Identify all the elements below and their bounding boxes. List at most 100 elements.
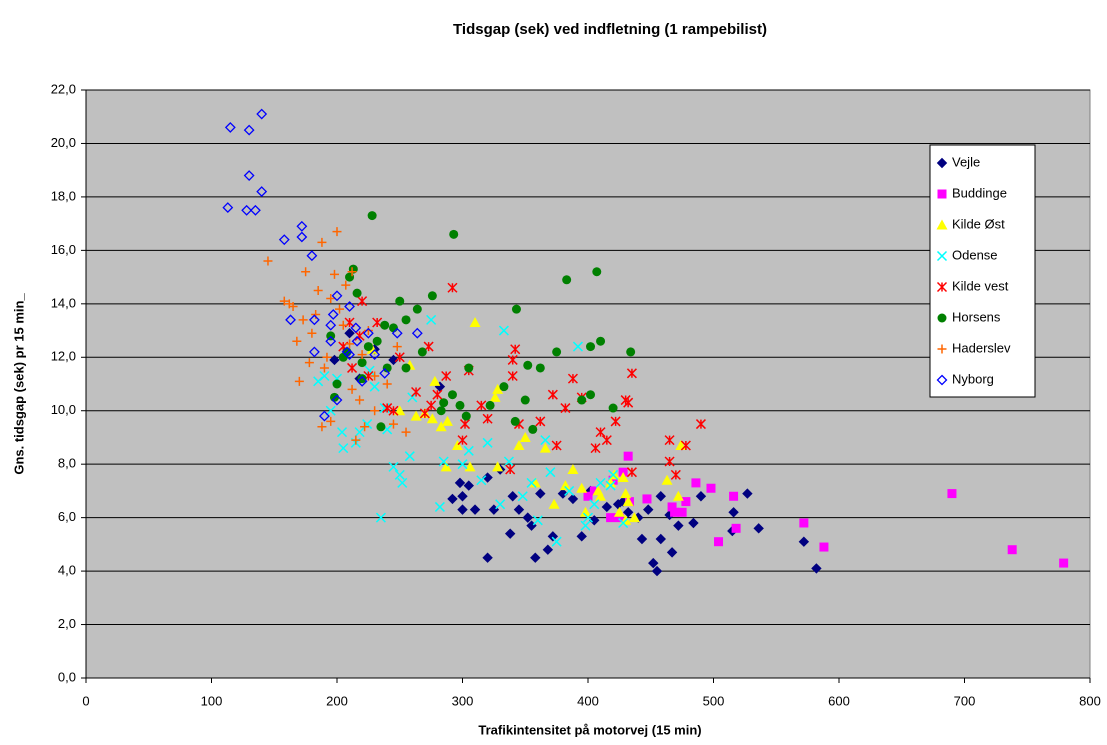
marker — [511, 304, 521, 314]
marker — [552, 347, 562, 357]
marker — [535, 488, 546, 499]
marker — [256, 186, 268, 197]
marker — [670, 507, 680, 517]
marker — [540, 435, 551, 446]
marker — [326, 416, 336, 426]
marker — [596, 336, 606, 346]
marker — [363, 342, 373, 352]
marker — [224, 121, 236, 133]
marker — [464, 461, 476, 472]
marker — [241, 204, 253, 216]
x-axis-label: Trafikintensitet på motorvej (15 min) — [478, 722, 701, 737]
marker — [335, 304, 345, 314]
marker — [592, 485, 604, 496]
marker — [429, 375, 441, 386]
marker — [362, 327, 374, 339]
marker — [454, 477, 466, 489]
marker — [382, 379, 392, 389]
marker — [331, 394, 343, 406]
marker — [278, 234, 290, 246]
marker — [376, 422, 386, 432]
marker — [449, 229, 459, 239]
marker — [651, 565, 663, 577]
legend-marker — [936, 250, 948, 262]
marker — [590, 443, 601, 454]
marker — [610, 416, 621, 427]
marker — [395, 296, 405, 306]
marker — [567, 373, 578, 384]
marker — [664, 456, 675, 467]
marker — [572, 341, 583, 352]
x-tick-label: 200 — [326, 693, 348, 708]
marker — [308, 314, 320, 326]
marker — [642, 494, 652, 504]
marker — [564, 485, 575, 496]
marker — [476, 475, 487, 486]
marker — [369, 381, 380, 392]
marker — [592, 267, 602, 277]
marker — [608, 469, 619, 480]
marker — [313, 285, 323, 295]
x-tick-label: 600 — [828, 693, 850, 708]
marker — [492, 383, 504, 394]
chart-title: Tidsgap (sek) ved indfletning (1 rampebi… — [453, 21, 767, 38]
marker — [451, 439, 463, 450]
legend-marker — [937, 189, 947, 199]
marker — [469, 504, 481, 515]
marker — [469, 317, 481, 328]
marker — [559, 480, 571, 491]
marker — [513, 504, 525, 515]
y-tick-label: 14,0 — [51, 295, 76, 310]
marker — [507, 354, 518, 365]
marker — [392, 342, 402, 352]
legend-label: Odense — [952, 247, 998, 262]
marker — [344, 301, 355, 312]
marker — [714, 537, 724, 547]
marker — [380, 320, 390, 330]
marker — [601, 501, 613, 513]
y-tick-label: 18,0 — [51, 188, 76, 203]
marker — [256, 108, 268, 120]
marker — [327, 309, 339, 320]
marker — [338, 443, 349, 454]
y-tick-label: 8,0 — [58, 456, 76, 471]
x-tick-label: 100 — [201, 693, 223, 708]
legend-marker — [936, 281, 948, 293]
marker — [586, 342, 596, 352]
marker — [605, 480, 616, 491]
marker — [426, 314, 437, 325]
marker — [357, 374, 367, 384]
marker — [551, 440, 562, 451]
marker — [495, 499, 506, 510]
marker — [492, 461, 504, 472]
marker — [370, 406, 380, 416]
x-tick-label: 400 — [577, 693, 599, 708]
legend-label: Kilde vest — [952, 278, 1009, 293]
marker — [672, 490, 684, 501]
marker — [586, 390, 596, 400]
marker — [301, 267, 311, 277]
legend-marker — [937, 344, 947, 354]
marker — [580, 520, 591, 531]
marker — [243, 124, 255, 136]
marker — [347, 267, 357, 277]
marker — [401, 315, 411, 325]
marker — [560, 403, 571, 414]
marker — [614, 513, 624, 523]
marker — [292, 336, 302, 346]
marker — [507, 491, 518, 502]
marker — [372, 317, 383, 328]
marker — [250, 204, 261, 216]
y-tick-label: 2,0 — [58, 616, 76, 631]
marker — [513, 439, 525, 450]
marker — [620, 488, 632, 499]
marker — [670, 469, 681, 480]
y-tick-label: 6,0 — [58, 509, 76, 524]
legend-label: Kilde Øst — [952, 216, 1005, 231]
marker — [798, 536, 810, 547]
marker — [388, 419, 398, 429]
marker — [606, 513, 616, 523]
marker — [528, 424, 538, 434]
marker — [505, 464, 516, 475]
marker — [317, 422, 327, 432]
